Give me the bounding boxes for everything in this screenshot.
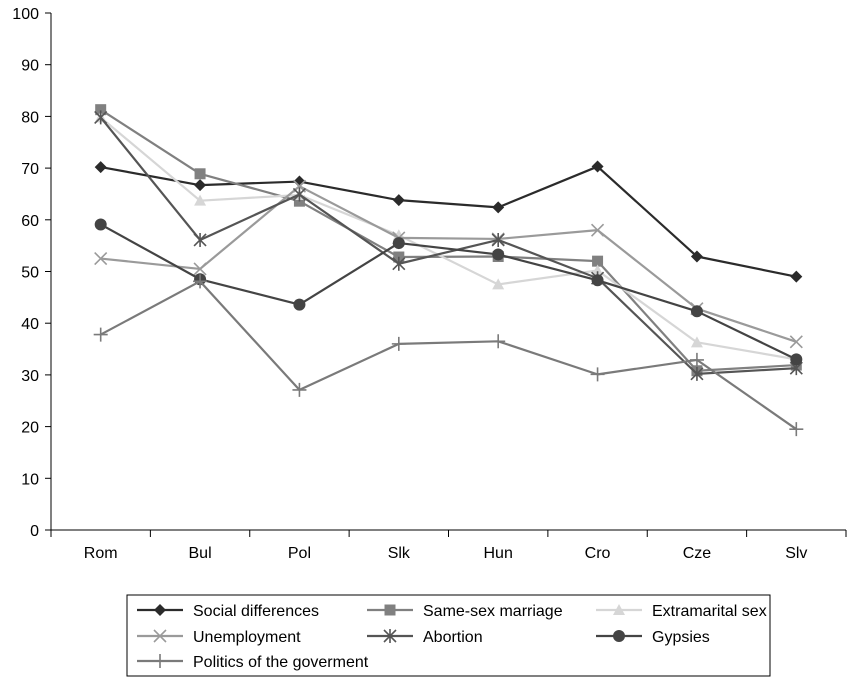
- x-tick-label: Rom: [84, 545, 118, 562]
- x-tick-label: Slk: [388, 545, 411, 562]
- x-tick-label: Pol: [288, 545, 311, 562]
- data-point: [590, 223, 605, 237]
- data-point: [391, 336, 406, 351]
- legend-entry: Unemployment: [137, 629, 301, 646]
- series-line: [100, 165, 797, 278]
- series-6: [93, 274, 804, 437]
- legend-swatch-marker: [384, 604, 396, 616]
- y-tick-label: 70: [21, 161, 39, 178]
- data-point: [492, 248, 505, 261]
- data-point: [591, 264, 604, 276]
- data-point: [94, 252, 108, 266]
- legend: Social differences Same-sex marriage Extra…: [126, 594, 771, 677]
- data-point: [194, 179, 207, 192]
- y-tick-label: 50: [21, 265, 39, 282]
- data-point: [392, 194, 405, 207]
- data-point: [492, 201, 505, 214]
- legend-label: Gypsies: [652, 629, 710, 646]
- x-tick-label: Hun: [484, 545, 513, 562]
- data-point: [293, 175, 306, 188]
- legend-swatch-marker: [613, 630, 625, 642]
- y-tick-label: 60: [21, 213, 39, 230]
- legend-label: Extramarital sex: [652, 603, 767, 620]
- legend-label: Abortion: [423, 629, 483, 646]
- legend-swatch-marker: [154, 604, 166, 616]
- data-point: [95, 104, 107, 116]
- data-point: [293, 298, 306, 311]
- series-line: [100, 223, 797, 361]
- series-layer: [93, 104, 804, 437]
- y-tick-label: 80: [21, 109, 39, 126]
- x-tick-label: Bul: [189, 545, 212, 562]
- y-tick-label: 90: [21, 58, 39, 75]
- data-point: [590, 367, 605, 382]
- x-tick-label: Slv: [785, 545, 807, 562]
- legend-entry: Same-sex marriage: [367, 603, 563, 620]
- legend-entry: Gypsies: [596, 629, 710, 646]
- data-point: [592, 255, 604, 267]
- data-point: [690, 366, 704, 381]
- data-point: [690, 250, 703, 263]
- legend-label: Unemployment: [193, 629, 301, 646]
- series-3: [94, 179, 803, 349]
- legend-swatch-marker: [613, 604, 625, 615]
- x-axis-ticks: Rom Bul Pol Slk Hun Cro Cze Slv: [50, 530, 847, 562]
- legend-swatch-marker: [153, 654, 167, 668]
- data-point: [193, 232, 207, 247]
- y-tick-label: 40: [21, 316, 39, 333]
- legend-swatch-marker: [153, 629, 167, 643]
- x-tick-label: Cro: [585, 545, 611, 562]
- data-point: [689, 352, 704, 367]
- y-axis-ticks: 0 10 20 30 40 50 60 70 80 90 100: [12, 6, 51, 540]
- data-point: [292, 187, 307, 202]
- data-point: [789, 422, 804, 437]
- data-point: [292, 382, 307, 397]
- data-point: [492, 278, 505, 290]
- y-tick-label: 30: [21, 368, 39, 385]
- legend-entry: Politics of the goverment: [137, 654, 369, 671]
- legend-entry: Social differences: [137, 603, 319, 620]
- y-tick-label: 0: [30, 523, 39, 540]
- legend-label: Social differences: [193, 603, 319, 620]
- series-line: [100, 280, 797, 431]
- y-tick-label: 20: [21, 420, 39, 437]
- data-point: [491, 334, 506, 349]
- data-point: [591, 160, 604, 173]
- data-point: [193, 274, 208, 289]
- data-point: [790, 353, 803, 366]
- legend-entry: Abortion: [367, 629, 483, 646]
- data-point: [392, 256, 406, 271]
- legend-swatch-marker: [383, 629, 397, 643]
- data-point: [193, 262, 207, 276]
- data-point: [491, 232, 505, 247]
- data-point: [94, 161, 107, 174]
- legend-entry: Extramarital sex: [596, 603, 767, 620]
- data-point: [690, 336, 703, 348]
- data-point: [690, 305, 703, 318]
- legend-label: Politics of the goverment: [193, 654, 369, 671]
- data-point: [93, 327, 108, 342]
- series-line: [100, 108, 797, 372]
- series-0: [94, 160, 803, 283]
- data-point: [789, 335, 803, 349]
- series-line: [100, 185, 797, 343]
- y-tick-label: 10: [21, 471, 39, 488]
- chart-axes: [50, 13, 846, 531]
- data-point: [790, 270, 803, 283]
- x-tick-label: Cze: [683, 545, 712, 562]
- data-point: [194, 168, 206, 180]
- y-tick-label: 100: [12, 6, 39, 23]
- data-point: [94, 110, 108, 125]
- series-line: [99, 116, 797, 375]
- legend-box: [126, 594, 771, 677]
- data-point: [94, 218, 107, 231]
- series-line: [99, 116, 797, 361]
- legend-label: Same-sex marriage: [423, 603, 563, 620]
- data-point: [194, 194, 207, 206]
- data-point: [392, 237, 405, 250]
- data-point: [591, 274, 604, 287]
